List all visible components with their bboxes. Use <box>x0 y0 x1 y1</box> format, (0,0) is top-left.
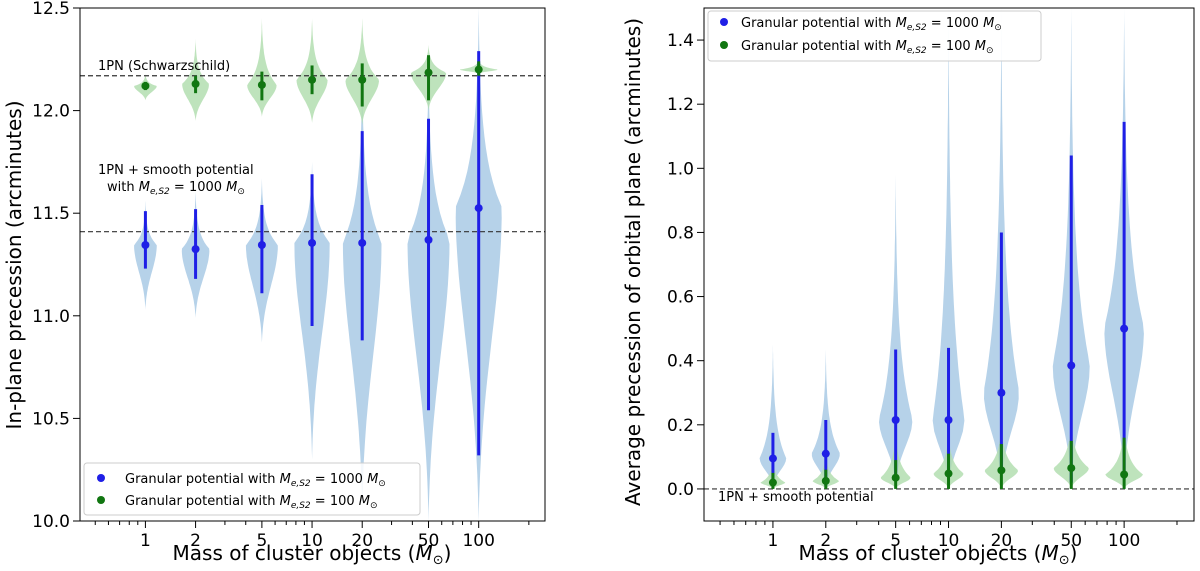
right-median-point-m100-1 <box>768 478 777 487</box>
left-medians <box>141 65 483 254</box>
left-ref-label-smooth-line1: 1PN + smooth potential <box>98 163 254 178</box>
right-violin-m1000-10 <box>932 8 965 486</box>
right-ref-label-smooth: 1PN + smooth potential <box>718 490 874 505</box>
left-median-point-m1000-1 <box>141 241 150 250</box>
right-median-point-m100-100 <box>1120 470 1129 479</box>
right-median-point-m1000-10 <box>944 416 953 425</box>
right-median-point-m1000-50 <box>1067 361 1076 370</box>
left-median-point-m100-50 <box>424 68 433 77</box>
right-median-point-m100-50 <box>1067 464 1076 473</box>
left-median-point-m100-2 <box>191 79 200 88</box>
left-x-tick-label: 20 <box>351 531 373 551</box>
right-median-point-m1000-20 <box>997 388 1006 397</box>
right-x-ticks: 1 2 5 10 20 50 100 <box>719 521 1178 551</box>
right-median-point-m100-10 <box>944 469 953 478</box>
left-chart: 1 2 5 10 20 50 100 10.0 10.5 11.0 11.5 12.0 12.5 1P… <box>2 0 546 568</box>
left-median-point-m1000-2 <box>191 245 200 254</box>
right-x-tick-label: 2 <box>820 531 831 551</box>
right-x-tick-label: 10 <box>938 531 960 551</box>
left-violin-m100-5 <box>247 18 277 117</box>
left-ref-label-smooth-line2: with Me,S2 = 1000 M⊙ <box>107 180 245 197</box>
left-median-point-m1000-100 <box>474 204 483 213</box>
left-y-tick-label: 11.0 <box>32 307 70 327</box>
left-legend-box <box>83 462 421 516</box>
left-legend: Granular potential with Me,S2 = 1000 M⊙ … <box>83 462 421 516</box>
left-violins <box>134 8 502 521</box>
left-legend-marker-1000 <box>97 474 105 482</box>
left-y-tick-label: 11.5 <box>32 204 70 224</box>
right-legend-marker-100 <box>720 41 728 49</box>
left-x-tick-label: 2 <box>190 531 201 551</box>
left-y-tick-label: 12.5 <box>32 0 70 19</box>
left-x-tick-label: 100 <box>462 531 494 551</box>
left-median-point-m100-10 <box>308 75 317 84</box>
left-x-axis-label: Mass of cluster objects (M⊙) <box>173 541 452 568</box>
left-median-point-m100-100 <box>474 65 483 74</box>
right-x-tick-label: 5 <box>890 531 901 551</box>
right-y-ticks: 0.0 0.2 0.4 0.6 0.8 1.0 1.2 1.4 <box>667 31 704 500</box>
right-y-tick-label: 1.2 <box>667 95 694 115</box>
left-x-ticks: 1 2 5 10 20 50 100 <box>94 521 530 551</box>
left-x-tick-label: 10 <box>301 531 323 551</box>
right-y-axis-label: Average precession of orbital plane (arc… <box>621 18 645 506</box>
right-y-tick-label: 1.4 <box>667 31 694 51</box>
left-legend-marker-100 <box>97 496 105 504</box>
left-whiskers <box>143 51 481 456</box>
left-x-tick-label: 1 <box>140 531 151 551</box>
left-y-ticks: 10.0 10.5 11.0 11.5 12.0 12.5 <box>32 0 80 532</box>
right-legend-marker-1000 <box>720 18 728 26</box>
left-y-tick-label: 10.0 <box>32 512 70 532</box>
left-median-point-m100-20 <box>358 75 367 84</box>
right-medians <box>768 324 1129 487</box>
left-legend-label-100: Granular potential with Me,S2 = 100 M⊙ <box>125 494 378 511</box>
right-x-tick-label: 100 <box>1108 531 1140 551</box>
left-x-tick-label: 5 <box>256 531 267 551</box>
left-median-point-m1000-50 <box>424 235 433 244</box>
right-violins <box>759 8 1144 489</box>
right-median-point-m1000-2 <box>821 449 830 458</box>
right-x-tick-label: 1 <box>768 531 779 551</box>
right-y-tick-label: 0.6 <box>667 288 694 308</box>
right-median-point-m1000-100 <box>1120 324 1129 333</box>
right-x-tick-label: 50 <box>1060 531 1082 551</box>
left-ref-label-1pn: 1PN (Schwarzschild) <box>98 59 230 74</box>
right-legend-box <box>707 10 1042 62</box>
right-median-point-m1000-5 <box>891 416 900 425</box>
right-violin-m1000-5 <box>879 174 913 486</box>
right-y-tick-label: 1.0 <box>667 159 694 179</box>
right-legend: Granular potential with Me,S2 = 1000 M⊙ … <box>707 10 1042 62</box>
right-y-tick-label: 0.0 <box>667 480 694 500</box>
right-y-tick-label: 0.4 <box>667 352 694 372</box>
left-median-point-m1000-10 <box>308 238 317 247</box>
left-y-tick-label: 10.5 <box>32 409 70 429</box>
right-legend-label-1000: Granular potential with Me,S2 = 1000 M⊙ <box>741 16 1002 33</box>
right-chart: 1 2 5 10 20 50 100 0.0 0.2 0.4 0.6 0.8 1.0 1.2 1.4 1P… <box>621 7 1195 568</box>
left-median-point-m1000-5 <box>257 241 266 250</box>
left-median-point-m100-1 <box>141 81 150 90</box>
left-median-point-m1000-20 <box>358 238 367 247</box>
right-legend-label-100: Granular potential with Me,S2 = 100 M⊙ <box>741 39 994 56</box>
right-x-tick-label: 20 <box>991 531 1013 551</box>
left-y-axis-label: In-plane precession (arcminutes) <box>2 101 26 430</box>
right-y-tick-label: 0.2 <box>667 416 694 436</box>
left-y-tick-label: 12.0 <box>32 102 70 122</box>
right-violin-m1000-2 <box>811 349 840 488</box>
left-median-point-m100-5 <box>257 80 266 89</box>
right-y-tick-label: 0.8 <box>667 223 694 243</box>
right-violin-m1000-1 <box>759 344 787 488</box>
right-whiskers <box>771 121 1126 489</box>
right-median-point-m1000-1 <box>768 454 777 463</box>
right-median-point-m100-20 <box>997 466 1006 475</box>
left-x-tick-label: 50 <box>418 531 440 551</box>
right-x-axis-label: Mass of cluster objects (M⊙) <box>799 541 1078 568</box>
left-legend-label-1000: Granular potential with Me,S2 = 1000 M⊙ <box>125 472 386 489</box>
right-median-point-m100-2 <box>821 476 830 485</box>
right-median-point-m100-5 <box>891 473 900 482</box>
